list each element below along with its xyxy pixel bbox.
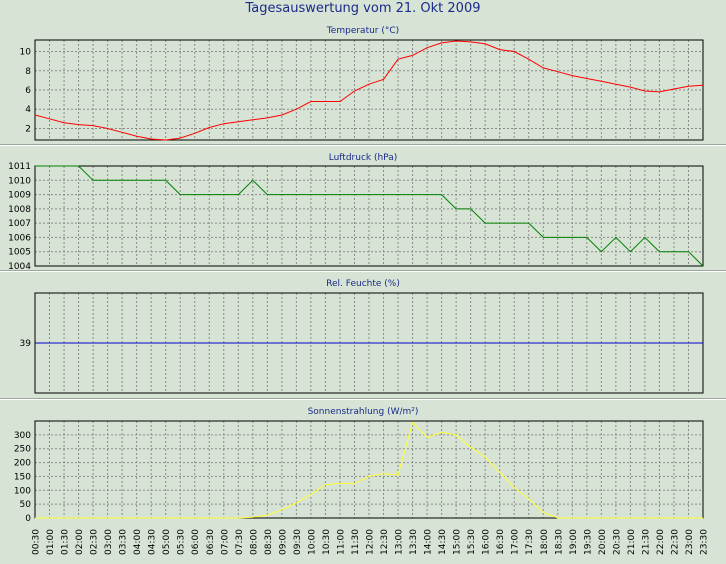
x-tick-label: 23:00 (685, 529, 695, 555)
chart-title: Sonnenstrahlung (W/m²) (308, 407, 419, 417)
y-tick-label: 10 (20, 48, 32, 58)
x-tick-label: 02:00 (75, 529, 85, 555)
y-tick-label: 1009 (8, 191, 31, 201)
x-tick-label: 02:30 (90, 529, 100, 555)
y-tick-label: 1006 (8, 233, 31, 243)
chart-panel-1: Temperatur (°C) 2 4 6 8 10 (20, 26, 704, 141)
y-tick-label: 1004 (8, 262, 31, 272)
x-tick-label: 05:30 (177, 529, 187, 555)
x-tick-label: 03:30 (119, 529, 129, 555)
y-tick-label: 0 (25, 514, 31, 524)
x-tick-label: 01:30 (61, 529, 71, 555)
x-tick-label: 23:30 (700, 529, 710, 555)
plot-frame (34, 165, 704, 267)
plot-frame (34, 39, 704, 141)
x-tick-label: 05:00 (162, 529, 172, 555)
x-tick-label: 09:00 (278, 529, 288, 555)
chart-panel-2: Luftdruck (hPa) 1004 1005 1006 1007 1008 1009 1… (0, 144, 726, 272)
chart-panel-3: Rel. Feuchte (%) 39 (0, 270, 726, 394)
x-tick-label: 04:00 (133, 529, 143, 555)
x-tick-label: 13:00 (395, 529, 405, 555)
x-tick-label: 11:30 (351, 529, 361, 555)
x-tick-label: 08:00 (249, 529, 259, 555)
x-tick-label: 19:00 (569, 529, 579, 555)
x-tick-label: 14:00 (424, 529, 434, 555)
x-tick-label: 22:00 (656, 529, 666, 555)
x-tick-label: 07:00 (220, 529, 230, 555)
x-tick-label: 07:30 (235, 529, 245, 555)
chart-panel-4: Sonnenstrahlung (W/m²) 0 50 100 150 200 250 300 (0, 398, 726, 524)
x-tick-label: 20:30 (612, 529, 622, 555)
x-tick-label: 21:00 (627, 529, 637, 555)
y-tick-label: 8 (25, 67, 31, 77)
x-tick-label: 16:30 (496, 529, 506, 555)
x-tick-label: 17:30 (525, 529, 535, 555)
x-tick-label: 09:30 (293, 529, 303, 555)
y-tick-label: 39 (20, 339, 32, 349)
x-tick-label: 18:30 (554, 529, 564, 555)
plot-frame (34, 420, 704, 519)
chart-title: Luftdruck (hPa) (329, 153, 398, 163)
y-tick-label: 1011 (8, 162, 31, 172)
y-tick-label: 300 (14, 431, 31, 441)
y-tick-label: 2 (25, 124, 31, 134)
y-tick-label: 150 (14, 472, 31, 482)
x-tick-label: 18:00 (540, 529, 550, 555)
x-tick-label: 19:30 (583, 529, 593, 555)
y-tick-label: 200 (14, 459, 31, 469)
y-tick-label: 1005 (8, 248, 31, 258)
x-tick-label: 12:30 (380, 529, 390, 555)
x-axis-labels: 00:30 01:00 01:30 02:00 02:30 03:00 03:30 04:00… (32, 529, 710, 555)
x-tick-label: 16:00 (482, 529, 492, 555)
chart-title: Temperatur (°C) (326, 26, 399, 36)
x-tick-label: 06:00 (191, 529, 201, 555)
x-tick-label: 21:30 (641, 529, 651, 555)
x-tick-label: 01:00 (46, 529, 56, 555)
x-tick-label: 17:00 (511, 529, 521, 555)
x-tick-label: 22:30 (670, 529, 680, 555)
x-tick-label: 00:30 (32, 529, 42, 555)
x-tick-label: 04:30 (148, 529, 158, 555)
y-tick-label: 250 (14, 445, 31, 455)
x-tick-label: 12:00 (366, 529, 376, 555)
y-tick-label: 1010 (8, 176, 31, 186)
chart-title: Rel. Feuchte (%) (326, 279, 400, 289)
x-tick-label: 10:00 (307, 529, 317, 555)
page-title: Tagesauswertung vom 21. Okt 2009 (245, 1, 481, 16)
x-tick-label: 10:30 (322, 529, 332, 555)
x-tick-label: 13:30 (409, 529, 419, 555)
y-tick-label: 4 (25, 105, 31, 115)
x-tick-label: 03:00 (104, 529, 114, 555)
x-tick-label: 06:30 (206, 529, 216, 555)
x-tick-label: 14:30 (438, 529, 448, 555)
y-tick-label: 1007 (8, 219, 31, 229)
x-tick-label: 08:30 (264, 529, 274, 555)
x-tick-label: 11:00 (336, 529, 346, 555)
series-line-1 (34, 40, 704, 141)
series-line-1 (35, 165, 704, 267)
x-tick-label: 20:00 (598, 529, 608, 555)
series-line-1 (35, 421, 703, 519)
x-tick-label: 15:00 (453, 529, 463, 555)
x-tick-label: 15:30 (467, 529, 477, 555)
y-tick-label: 1008 (8, 205, 31, 215)
y-tick-label: 50 (20, 500, 32, 510)
y-tick-label: 100 (14, 486, 31, 496)
y-tick-label: 6 (25, 86, 31, 96)
